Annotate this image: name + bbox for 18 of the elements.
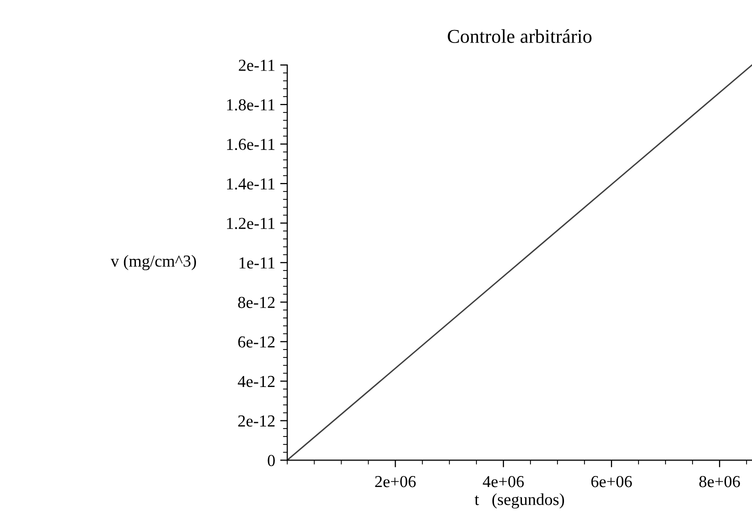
y-tick-label: 1e-11 xyxy=(240,257,274,269)
x-tick-label: 4e+06 xyxy=(482,476,524,488)
x-axis-title: t (segundos) xyxy=(474,493,564,509)
x-tick-label: 6e+06 xyxy=(591,476,632,488)
y-tick-label: 2e-12 xyxy=(238,415,275,427)
y-tick-label: 8e-12 xyxy=(238,296,275,308)
y-tick-label: 4e-12 xyxy=(238,376,275,388)
y-tick-label: 1.8e-11 xyxy=(227,99,274,111)
y-tick-label: 0 xyxy=(268,454,275,466)
y-tick-label: 6e-12 xyxy=(238,336,275,348)
y-tick-label: 2e-11 xyxy=(238,60,274,71)
x-tick-label: 2e+06 xyxy=(375,476,416,488)
y-tick-label: 1.4e-11 xyxy=(227,178,274,190)
chart-title: Controle arbitrário xyxy=(448,29,592,43)
y-tick-label: 1.2e-11 xyxy=(227,218,274,230)
x-tick-label: 8e+06 xyxy=(699,476,740,488)
y-axis-title: v (mg/cm^3) xyxy=(110,255,196,270)
y-tick-label: 1.6e-11 xyxy=(227,138,274,150)
